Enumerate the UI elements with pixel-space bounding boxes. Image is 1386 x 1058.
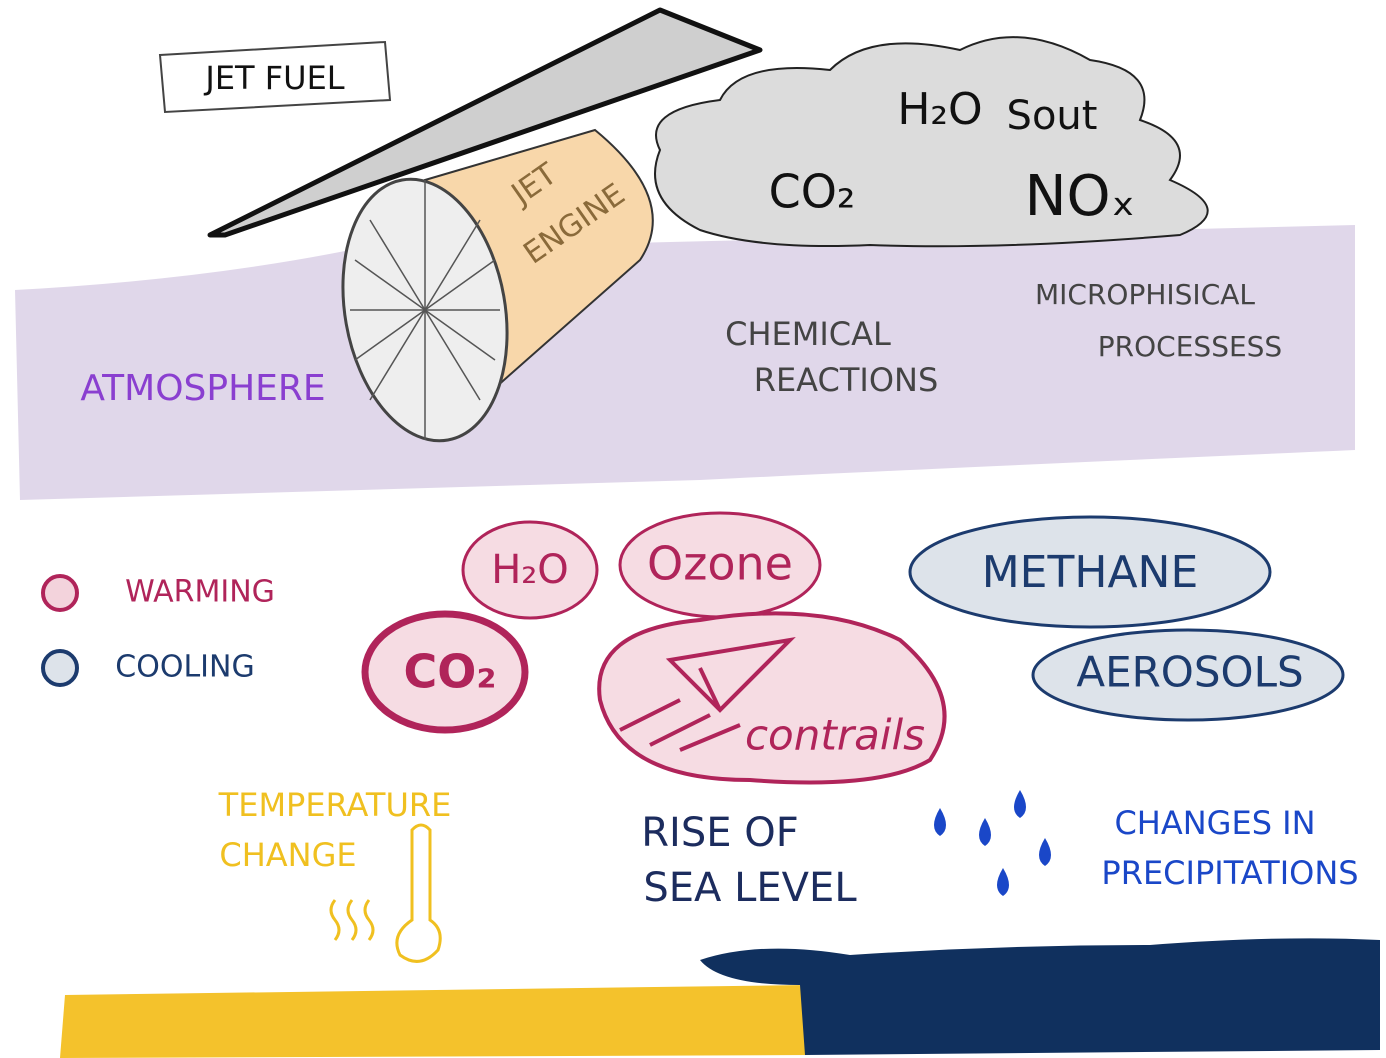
effect-label: Ozone bbox=[647, 537, 793, 591]
legend-swatch bbox=[43, 576, 77, 610]
legend-label: COOLING bbox=[115, 650, 254, 685]
impact-label: CHANGE bbox=[219, 836, 356, 874]
legend-label: WARMING bbox=[125, 575, 275, 610]
effect-label: contrails bbox=[745, 711, 925, 760]
atmosphere-label: ATMOSPHERE bbox=[80, 368, 325, 409]
legend-swatch bbox=[43, 651, 77, 685]
process-label: REACTIONS bbox=[754, 361, 939, 399]
effect-label: AEROSOLS bbox=[1076, 648, 1303, 697]
impact-label: PRECIPITATIONS bbox=[1101, 854, 1358, 892]
emission-label: H₂O bbox=[897, 84, 982, 135]
impact-label: RISE OF bbox=[641, 810, 798, 856]
process-label: PROCESSESS bbox=[1098, 330, 1282, 363]
emission-label: CO₂ bbox=[769, 165, 856, 219]
temperature-band bbox=[60, 985, 810, 1058]
effect-label: H₂O bbox=[491, 547, 569, 593]
fuel-label: JET FUEL bbox=[203, 59, 344, 97]
emission-label: Sout bbox=[1007, 93, 1098, 139]
impact-label: SEA LEVEL bbox=[643, 865, 857, 911]
diagram: JET FUEL JET ENGINE H₂O Sout CO₂ NOₓ ATM… bbox=[0, 0, 1386, 1058]
impact-label: CHANGES IN bbox=[1114, 804, 1315, 842]
process-label: MICROPHISICAL bbox=[1035, 278, 1255, 311]
process-label: CHEMICAL bbox=[725, 315, 891, 353]
effect-label: METHANE bbox=[982, 547, 1199, 598]
effect-label: CO₂ bbox=[403, 645, 496, 699]
impact-label: TEMPERATURE bbox=[218, 786, 452, 824]
rain-drops bbox=[934, 790, 1051, 896]
emission-label: NOₓ bbox=[1025, 164, 1136, 229]
